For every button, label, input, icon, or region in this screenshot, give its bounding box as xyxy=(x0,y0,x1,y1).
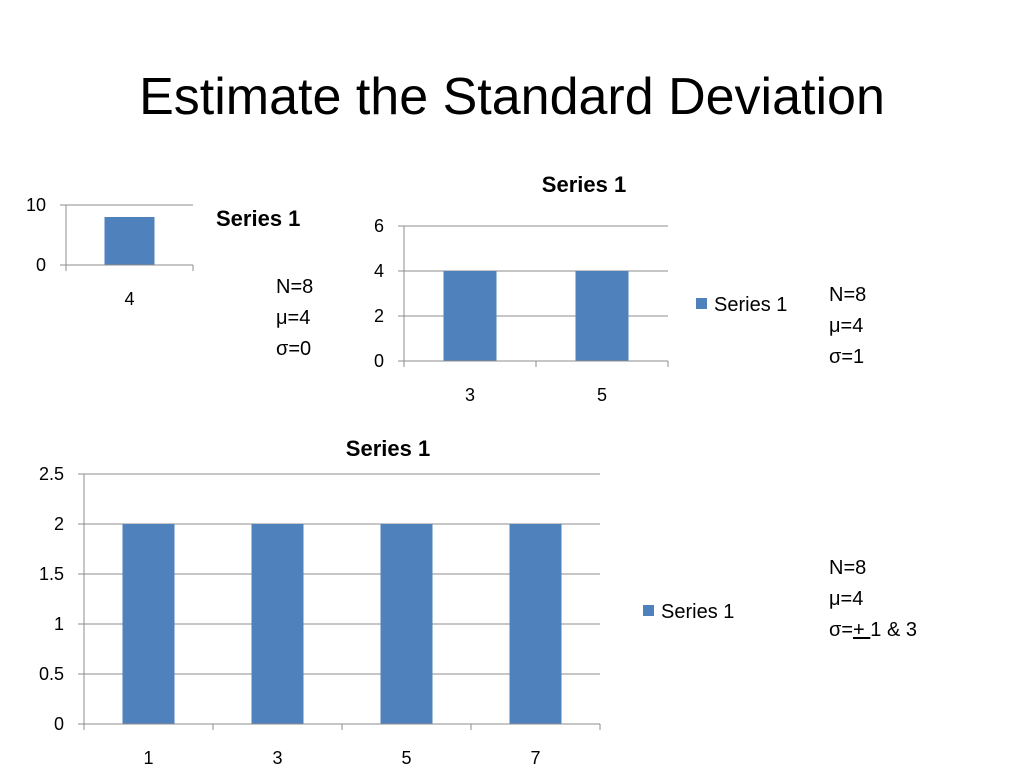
legend-swatch xyxy=(696,298,707,309)
x-tick-label: 1 xyxy=(143,748,153,768)
chart-title: Series 1 xyxy=(346,436,430,461)
y-tick-label: 2 xyxy=(54,514,64,534)
chart-title: Series 1 xyxy=(542,172,626,197)
bar xyxy=(443,271,497,361)
stats-n: N=8 xyxy=(276,276,314,298)
bar xyxy=(122,524,175,724)
stats-mu: μ=4 xyxy=(829,315,864,337)
stats-n: N=8 xyxy=(829,557,867,579)
bar xyxy=(104,217,155,265)
legend-swatch xyxy=(643,605,654,616)
x-tick-label: 5 xyxy=(597,385,607,405)
stats-mu: μ=4 xyxy=(829,588,864,610)
y-tick-label: 0.5 xyxy=(39,664,64,684)
y-tick-label: 1.5 xyxy=(39,564,64,584)
legend-label: Series 1 xyxy=(661,601,734,623)
stats-box-2: N=8 μ=4 σ=1 xyxy=(829,280,866,373)
legend-label: Series 1 xyxy=(714,294,787,316)
bar xyxy=(251,524,304,724)
y-tick-label: 10 xyxy=(26,195,46,215)
x-tick-label: 3 xyxy=(465,385,475,405)
y-tick-label: 6 xyxy=(374,216,384,236)
stats-sigma: σ=0 xyxy=(276,338,312,360)
y-tick-label: 4 xyxy=(374,261,384,281)
x-tick-label: 3 xyxy=(272,748,282,768)
x-tick-label: 5 xyxy=(401,748,411,768)
y-tick-label: 2 xyxy=(374,306,384,326)
slide-title: Estimate the Standard Deviation xyxy=(139,68,885,126)
y-tick-label: 0 xyxy=(54,714,64,734)
x-tick-label: 4 xyxy=(124,289,134,309)
legend-label: Series 1 xyxy=(216,206,300,231)
stats-mu: μ=4 xyxy=(276,307,311,329)
bar xyxy=(380,524,433,724)
y-tick-label: 0 xyxy=(374,351,384,371)
y-tick-label: 0 xyxy=(36,255,46,275)
stats-sigma: σ=+ 1 & 3 xyxy=(829,619,917,641)
stats-n: N=8 xyxy=(829,284,867,306)
y-tick-label: 2.5 xyxy=(39,464,64,484)
stats-sigma: σ=1 xyxy=(829,346,865,368)
bar xyxy=(509,524,562,724)
y-tick-label: 1 xyxy=(54,614,64,634)
stats-box-1: N=8 μ=4 σ=0 xyxy=(276,272,313,365)
x-tick-label: 7 xyxy=(530,748,540,768)
bar xyxy=(575,271,629,361)
stats-box-3: N=8 μ=4 σ=+ 1 & 3 xyxy=(829,553,917,646)
